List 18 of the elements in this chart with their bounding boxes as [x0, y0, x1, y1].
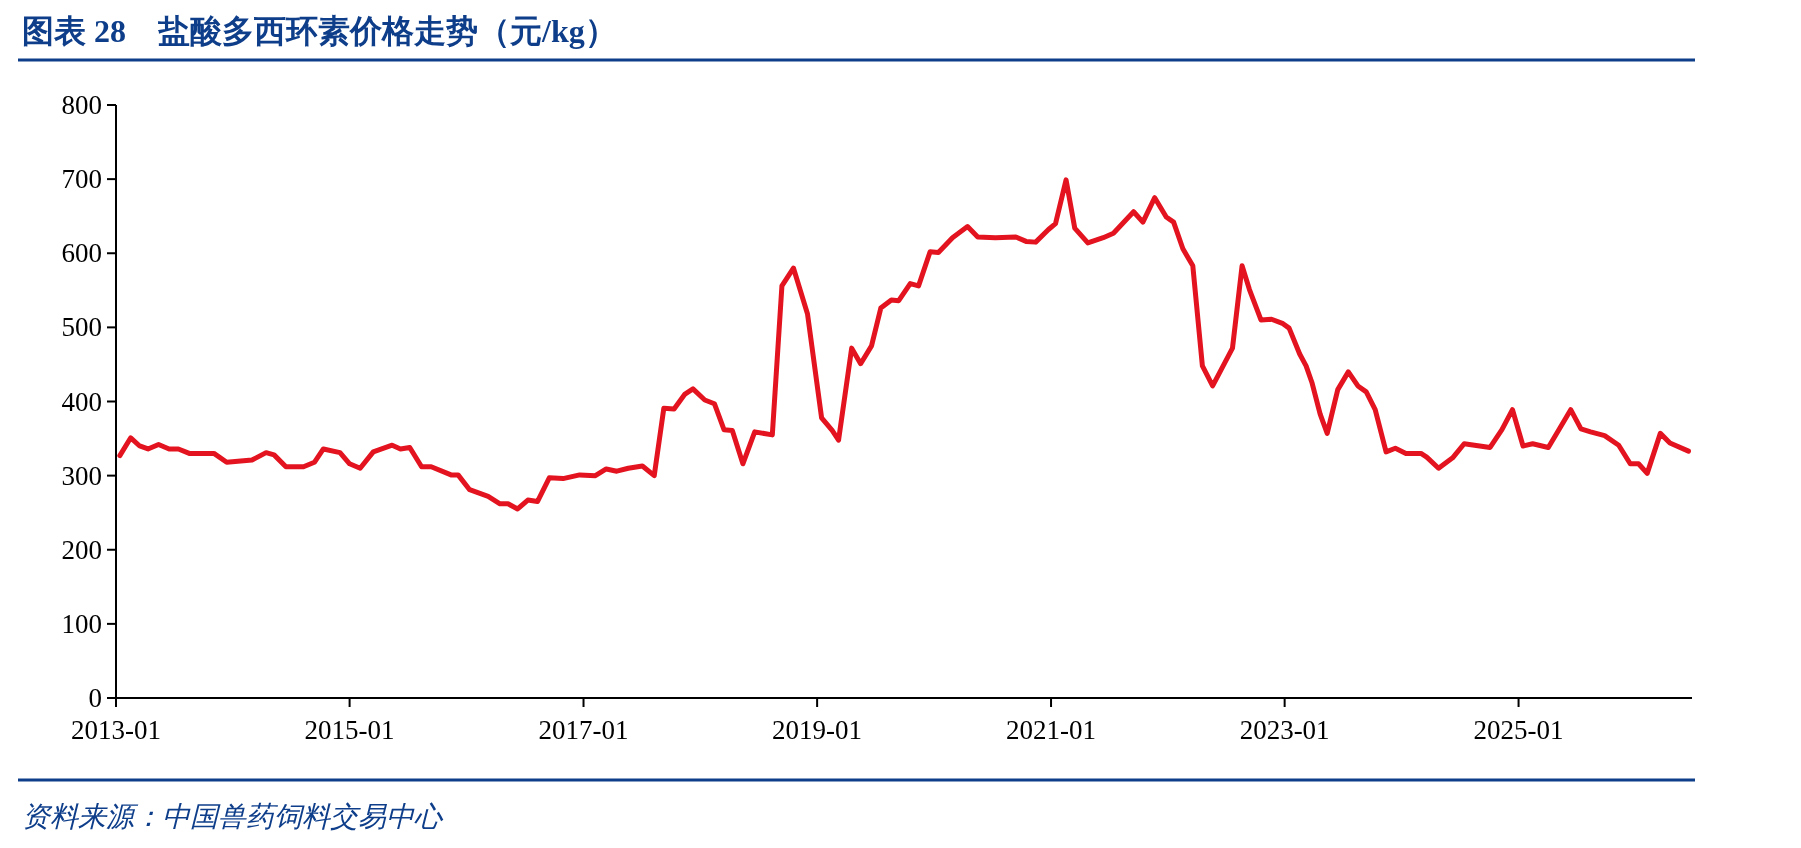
x-tick-label: 2023-01 — [1239, 715, 1330, 745]
x-tick-label: 2017-01 — [538, 715, 629, 745]
title: 图表 28 盐酸多西环素价格走势（元/kg） — [22, 13, 617, 49]
x-tick-label: 2013-01 — [71, 715, 161, 745]
y-tick-label: 700 — [61, 164, 102, 195]
y-tick-label: 500 — [61, 312, 102, 343]
y-tick-label: 300 — [61, 460, 102, 491]
x-tick-label: 2025-01 — [1473, 715, 1564, 745]
y-tick-label: 100 — [61, 608, 102, 639]
y-tick-label: 400 — [61, 386, 102, 417]
x-tick-label: 2019-01 — [772, 715, 863, 745]
x-tick-label: 2015-01 — [304, 715, 395, 745]
annotation: 资料来源：中国兽药饲料交易中心 — [22, 801, 442, 832]
y-tick-label: 0 — [88, 683, 102, 713]
y-tick-label: 800 — [61, 90, 102, 120]
y-tick-label: 600 — [61, 238, 102, 269]
x-tick-label: 2021-01 — [1006, 715, 1097, 745]
y-tick-label: 200 — [61, 534, 102, 565]
